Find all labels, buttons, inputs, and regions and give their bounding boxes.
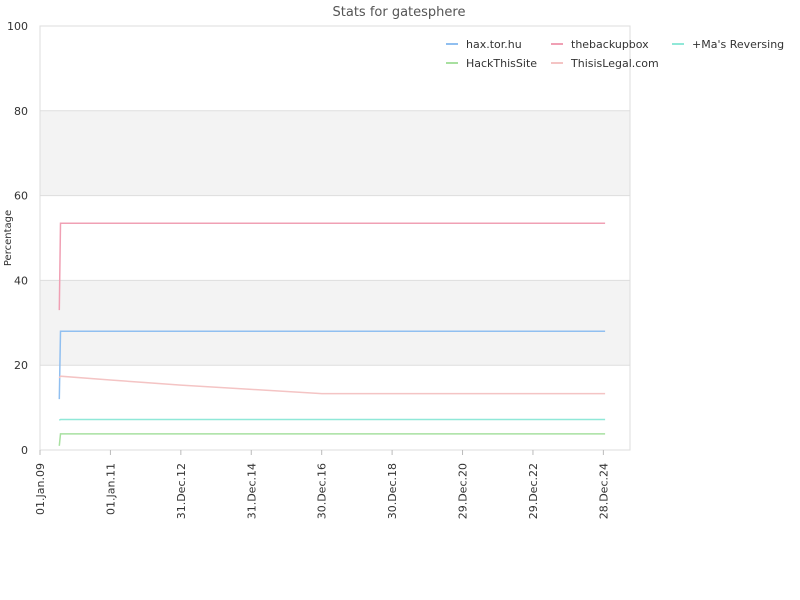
y-axis-ticks: 0 20 40 60 80 100	[7, 20, 28, 457]
plot-band	[40, 110, 630, 196]
y-tick-label: 100	[7, 20, 28, 33]
legend-label: ThisisLegal.com	[570, 57, 659, 70]
chart-title: Stats for gatesphere	[333, 5, 466, 20]
legend-label: thebackupbox	[571, 38, 649, 51]
y-tick-label: 80	[14, 105, 28, 118]
legend-label: +Ma's Reversing	[692, 38, 784, 51]
x-tick-label: 01.Jan.11	[104, 463, 117, 515]
series-line	[58, 418, 606, 421]
y-tick-label: 0	[21, 444, 28, 457]
series-line	[58, 375, 606, 395]
plot-area-border	[39, 25, 631, 451]
x-tick-label: 30.Dec.16	[316, 463, 329, 519]
y-tick-label: 20	[14, 359, 28, 372]
series-lines	[58, 222, 606, 446]
x-axis-ticks: 01.Jan.09 01.Jan.11 31.Dec.12 31.Dec.14 30.D…	[34, 450, 610, 519]
series-line	[58, 433, 606, 446]
legend-label: hax.tor.hu	[466, 38, 522, 51]
x-tick-label: 31.Dec.12	[175, 463, 188, 519]
legend-label: HackThisSite	[466, 57, 537, 70]
plot-background-bands	[40, 110, 630, 366]
y-axis-label: Percentage	[3, 210, 14, 266]
grid-lines	[40, 25, 630, 451]
y-tick-label: 60	[14, 190, 28, 203]
x-tick-label: 01.Jan.09	[34, 463, 47, 515]
x-tick-label: 29.Dec.20	[457, 463, 470, 519]
y-tick-label: 40	[14, 274, 28, 287]
x-tick-label: 28.Dec.24	[597, 463, 610, 519]
series-line	[58, 222, 606, 311]
plot-band	[40, 280, 630, 366]
legend: hax.tor.hu thebackupbox +Ma's Reversing Hac…	[446, 38, 784, 70]
x-tick-label: 29.Dec.22	[527, 463, 540, 519]
x-tick-label: 30.Dec.18	[386, 463, 399, 519]
x-tick-label: 31.Dec.14	[245, 463, 258, 519]
